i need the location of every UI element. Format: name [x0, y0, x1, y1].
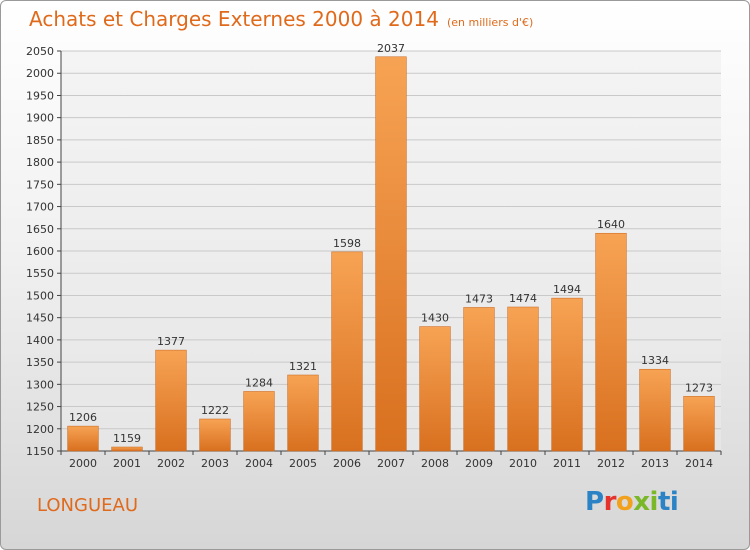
- x-tick-label-2003: 2003: [201, 457, 229, 470]
- y-tick-label: 1300: [26, 378, 54, 391]
- value-label-2014: 1273: [685, 381, 713, 394]
- x-tick-label-2009: 2009: [465, 457, 493, 470]
- y-tick-label: 1450: [26, 312, 54, 325]
- bar-2009: [463, 307, 495, 452]
- x-tick-label-2004: 2004: [245, 457, 273, 470]
- bar-2000: [67, 425, 99, 452]
- x-tick-label-2002: 2002: [157, 457, 185, 470]
- x-tick-label-2012: 2012: [597, 457, 625, 470]
- y-tick-label: 1650: [26, 223, 54, 236]
- y-tick-label: 1950: [26, 89, 54, 102]
- bar-2004: [243, 391, 275, 452]
- y-tick-label: 1900: [26, 112, 54, 125]
- value-label-2005: 1321: [289, 360, 317, 373]
- x-tick-label-2011: 2011: [553, 457, 581, 470]
- value-label-2002: 1377: [157, 335, 185, 348]
- bar-2006: [331, 251, 363, 452]
- value-label-2001: 1159: [113, 432, 141, 445]
- x-tick-label-2007: 2007: [377, 457, 405, 470]
- x-tick-label-2008: 2008: [421, 457, 449, 470]
- value-label-2013: 1334: [641, 354, 669, 367]
- x-tick-label-2001: 2001: [113, 457, 141, 470]
- x-tick-label-2014: 2014: [685, 457, 713, 470]
- chart-title: Achats et Charges Externes 2000 à 2014 (e…: [29, 7, 533, 31]
- value-label-2004: 1284: [245, 376, 273, 389]
- bar-2013: [639, 368, 671, 452]
- x-axis: 2000 2001 2002 2003 2004 2005 2006 2007 2008 2009…: [60, 451, 722, 470]
- bars: [67, 56, 715, 452]
- y-tick-label: 1250: [26, 401, 54, 414]
- value-labels: 1206 1159 1377 1222 1284 1321 1598 2037 1430 1473…: [69, 42, 713, 445]
- value-label-2010: 1474: [509, 292, 537, 305]
- value-label-2000: 1206: [69, 411, 97, 424]
- bar-2007: [375, 56, 407, 452]
- y-tick-label: 1800: [26, 156, 54, 169]
- bar-2008: [419, 326, 451, 452]
- x-tick-label-2005: 2005: [289, 457, 317, 470]
- value-label-2009: 1473: [465, 292, 493, 305]
- bar-2012: [595, 232, 627, 452]
- y-tick-label: 1700: [26, 201, 54, 214]
- y-tick-label: 1750: [26, 178, 54, 191]
- value-label-2003: 1222: [201, 404, 229, 417]
- bar-2005: [287, 374, 319, 452]
- chart-subtitle: (en milliers d'€): [446, 16, 534, 29]
- y-tick-label: 1500: [26, 289, 54, 302]
- y-axis: 1150 1200 1250 1300 1350 1400 1450 1500 1550 1600…: [26, 45, 721, 458]
- y-tick-label: 1350: [26, 356, 54, 369]
- bar-2003: [199, 418, 231, 452]
- bar-2014: [683, 396, 715, 452]
- value-label-2006: 1598: [333, 237, 361, 250]
- town-name: LONGUEAU: [37, 495, 139, 516]
- y-tick-label: 2000: [26, 67, 54, 80]
- value-label-2007: 2037: [377, 42, 405, 55]
- y-tick-label: 1150: [26, 445, 54, 458]
- y-tick-label: 1850: [26, 134, 54, 147]
- proxiti-logo: Proxiti: [585, 487, 679, 517]
- x-tick-label-2010: 2010: [509, 457, 537, 470]
- y-tick-label: 2050: [26, 45, 54, 58]
- x-tick-label-2006: 2006: [333, 457, 361, 470]
- x-tick-label-2013: 2013: [641, 457, 669, 470]
- bar-2002: [155, 349, 187, 452]
- x-tick-label-2000: 2000: [69, 457, 97, 470]
- value-label-2012: 1640: [597, 218, 625, 231]
- value-label-2011: 1494: [553, 283, 581, 296]
- y-tick-label: 1550: [26, 267, 54, 280]
- y-tick-label: 1200: [26, 423, 54, 436]
- bar-2011: [551, 297, 583, 452]
- chart-title-text: Achats et Charges Externes 2000 à 2014: [29, 7, 439, 31]
- y-tick-label: 1600: [26, 245, 54, 258]
- bar-2001: [111, 446, 143, 452]
- value-label-2008: 1430: [421, 312, 449, 325]
- y-tick-label: 1400: [26, 334, 54, 347]
- bar-2010: [507, 306, 539, 452]
